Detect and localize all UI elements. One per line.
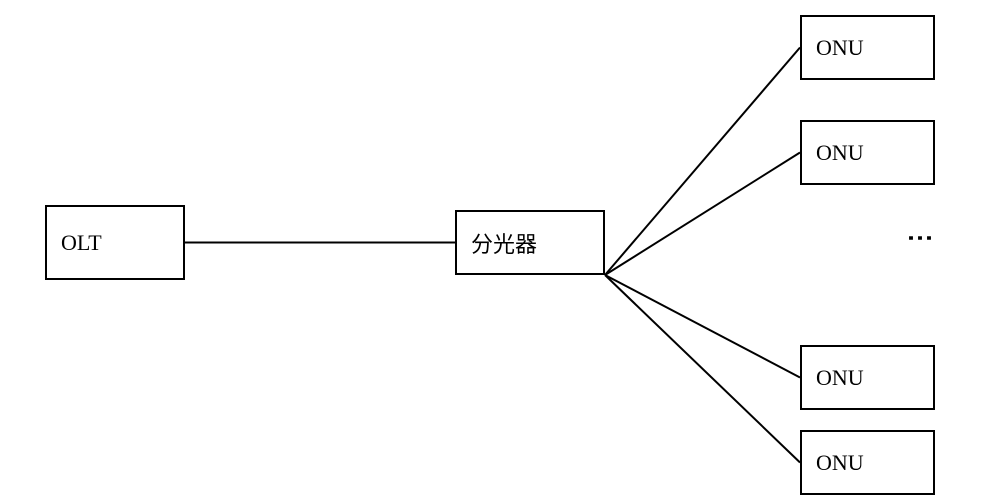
node-onu2-label: ONU <box>816 140 864 166</box>
ellipsis-icon: ⋮ <box>905 225 935 247</box>
node-onu1: ONU <box>800 15 935 80</box>
node-onu4-label: ONU <box>816 450 864 476</box>
node-onu4: ONU <box>800 430 935 495</box>
node-onu3-label: ONU <box>816 365 864 391</box>
diagram-canvas: OLT 分光器 ONU ONU ONU ONU ⋮ <box>0 0 1000 500</box>
node-onu2: ONU <box>800 120 935 185</box>
node-olt-label: OLT <box>61 230 102 256</box>
node-olt: OLT <box>45 205 185 280</box>
edge-line <box>605 153 800 276</box>
ellipsis-text: ⋮ <box>906 225 935 247</box>
edge-line <box>605 275 800 378</box>
node-splitter: 分光器 <box>455 210 605 275</box>
edge-line <box>605 48 800 276</box>
node-onu3: ONU <box>800 345 935 410</box>
edge-line <box>605 275 800 463</box>
node-onu1-label: ONU <box>816 35 864 61</box>
node-splitter-label: 分光器 <box>471 227 537 259</box>
